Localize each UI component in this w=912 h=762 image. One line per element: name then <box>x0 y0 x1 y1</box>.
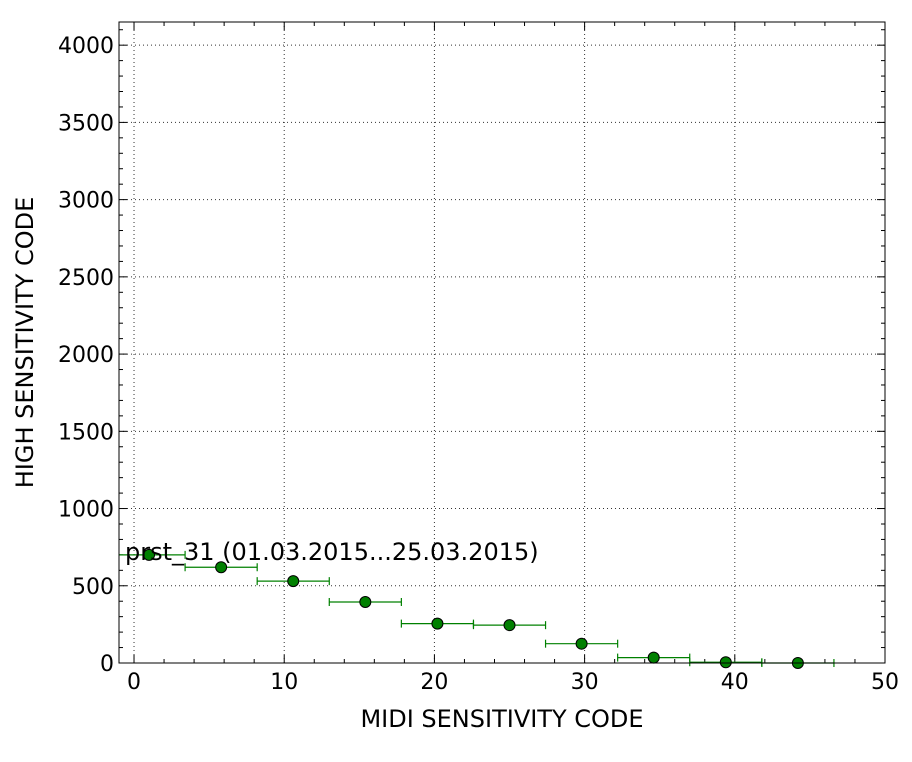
y-axis-label: HIGH SENSITIVITY CODE <box>11 197 39 489</box>
data-point <box>287 575 300 588</box>
x-tick-label: 40 <box>721 670 749 695</box>
data-markers <box>143 548 804 669</box>
y-tick-label: 500 <box>72 575 114 600</box>
y-tick-label: 2500 <box>58 266 114 291</box>
x-tick-label: 20 <box>420 670 448 695</box>
y-tick-label: 3000 <box>58 189 114 214</box>
plot-frame <box>118 21 886 664</box>
x-tick-label: 30 <box>571 670 599 695</box>
y-tick-label: 0 <box>100 652 114 677</box>
y-tick-label: 1000 <box>58 498 114 523</box>
data-point <box>575 637 588 650</box>
x-tick-label: 10 <box>270 670 298 695</box>
data-point <box>503 619 516 632</box>
y-tick-label: 2000 <box>58 343 114 368</box>
y-tick-label: 1500 <box>58 420 114 445</box>
x-tick-label: 0 <box>127 670 141 695</box>
y-tick-label: 4000 <box>58 34 114 59</box>
x-tick-label: 50 <box>871 670 899 695</box>
data-point <box>647 651 660 664</box>
x-axis-label: MIDI SENSITIVITY CODE <box>360 705 643 733</box>
grid-lines <box>119 22 885 663</box>
data-point <box>143 548 156 561</box>
data-point <box>359 595 372 608</box>
data-point <box>215 561 228 574</box>
y-tick-label: 3500 <box>58 111 114 136</box>
chart-annotation: prst_31 (01.03.2015...25.03.2015) <box>125 538 539 566</box>
x-tick-labels: 0 10 20 30 40 50 <box>127 670 899 695</box>
y-tick-labels: 0 500 1000 1500 2000 2500 3000 3500 4000 <box>58 34 114 677</box>
data-point <box>431 617 444 630</box>
data-point <box>719 656 732 669</box>
minor-ticks <box>119 22 885 663</box>
